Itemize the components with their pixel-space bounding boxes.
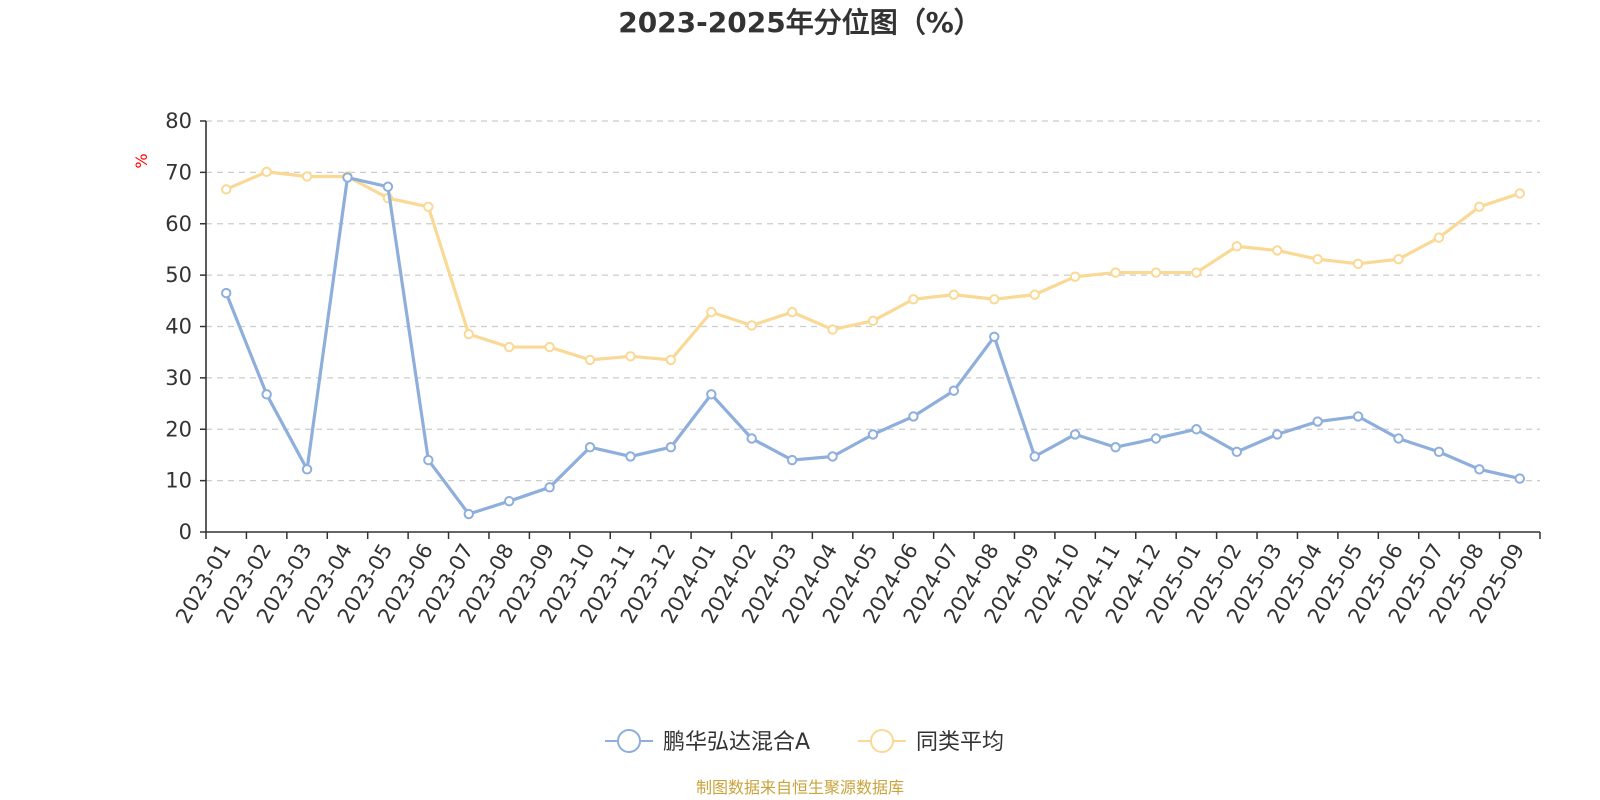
data-point [625, 451, 636, 462]
y-tick-label: 10 [165, 469, 192, 493]
legend-label: 同类平均 [916, 730, 1004, 755]
data-point [706, 389, 717, 400]
y-tick-label: 40 [165, 315, 192, 339]
data-point [342, 172, 353, 183]
y-tick-label: 0 [179, 520, 192, 544]
data-point [827, 324, 838, 335]
data-point [1474, 464, 1485, 475]
y-tick-label: 80 [165, 109, 192, 133]
data-point [1433, 446, 1445, 458]
data-point [1352, 411, 1364, 422]
data-point [1029, 451, 1040, 462]
data-point [665, 354, 677, 366]
data-point [1150, 433, 1162, 444]
data-point [1393, 253, 1404, 265]
data-point [1069, 271, 1081, 282]
data-point [665, 442, 677, 453]
data-point [1231, 446, 1243, 458]
data-point [261, 389, 272, 400]
series-layer [221, 166, 1525, 520]
data-point [1029, 289, 1040, 300]
data-point [706, 306, 717, 318]
data-point [1231, 241, 1243, 252]
legend: 鹏华弘达混合A 同类平均 [605, 729, 1004, 755]
data-point [503, 341, 515, 353]
data-point [503, 495, 515, 507]
legend-marker-icon [870, 729, 894, 753]
y-tick-label: 50 [165, 263, 192, 287]
y-axis-unit: % [132, 153, 151, 168]
data-point [989, 294, 1000, 305]
source-note: 制图数据来自恒生聚源数据库 [696, 778, 904, 797]
data-point [1191, 424, 1202, 435]
data-point [908, 294, 919, 305]
data-point [1312, 416, 1323, 427]
data-point [1433, 232, 1445, 243]
data-point [1110, 267, 1121, 278]
data-point [746, 320, 757, 331]
data-point [1514, 188, 1525, 199]
y-tick-label: 60 [165, 212, 192, 236]
data-point [423, 454, 434, 466]
data-point [463, 508, 474, 520]
data-point [908, 411, 919, 422]
data-point [989, 331, 1000, 342]
legend-marker-icon [617, 729, 641, 753]
data-point [301, 171, 313, 182]
data-point [584, 442, 596, 453]
y-tick-label: 20 [165, 417, 192, 441]
legend-label: 鹏华弘达混合A [663, 730, 810, 755]
data-point [1272, 429, 1283, 440]
data-point [867, 315, 879, 327]
data-point [1150, 267, 1162, 278]
data-point [221, 287, 232, 299]
data-point [625, 351, 636, 362]
legend-item[interactable]: 同类平均 [858, 729, 1004, 755]
data-point [1272, 245, 1283, 256]
series-fund [221, 172, 1525, 520]
y-tick-label: 70 [165, 160, 192, 184]
data-point [1069, 429, 1081, 440]
data-point [301, 464, 313, 475]
data-point [423, 201, 434, 212]
data-point [1393, 433, 1404, 444]
data-point [1191, 267, 1202, 278]
data-point [1352, 258, 1364, 270]
y-axis-ticks: 0 10 20 30 40 50 60 70 80 [165, 109, 206, 544]
data-point [948, 289, 960, 300]
data-point [382, 181, 394, 192]
data-point [1110, 442, 1121, 453]
series-category-average [221, 166, 1525, 366]
data-point [544, 341, 555, 353]
data-point [1474, 201, 1485, 212]
data-point [463, 329, 474, 340]
data-point [867, 429, 879, 440]
x-axis-ticks: 2023-012023-022023-032023-042023-052023-… [171, 532, 1541, 627]
data-point [948, 385, 960, 396]
grid-lines [206, 120, 1540, 482]
data-point [1312, 253, 1323, 265]
chart-title: 2023-2025年分位图（%） [618, 6, 982, 39]
series-line [224, 175, 1521, 516]
data-point [221, 184, 232, 195]
data-point [261, 166, 272, 178]
data-point [544, 482, 555, 493]
data-point [827, 451, 838, 462]
data-point [1514, 473, 1525, 484]
y-tick-label: 30 [165, 366, 192, 390]
data-point [786, 454, 798, 466]
data-point [746, 433, 757, 444]
series-line [225, 170, 1521, 362]
data-point [786, 306, 798, 318]
data-point [584, 354, 596, 366]
legend-item[interactable]: 鹏华弘达混合A [605, 729, 810, 755]
